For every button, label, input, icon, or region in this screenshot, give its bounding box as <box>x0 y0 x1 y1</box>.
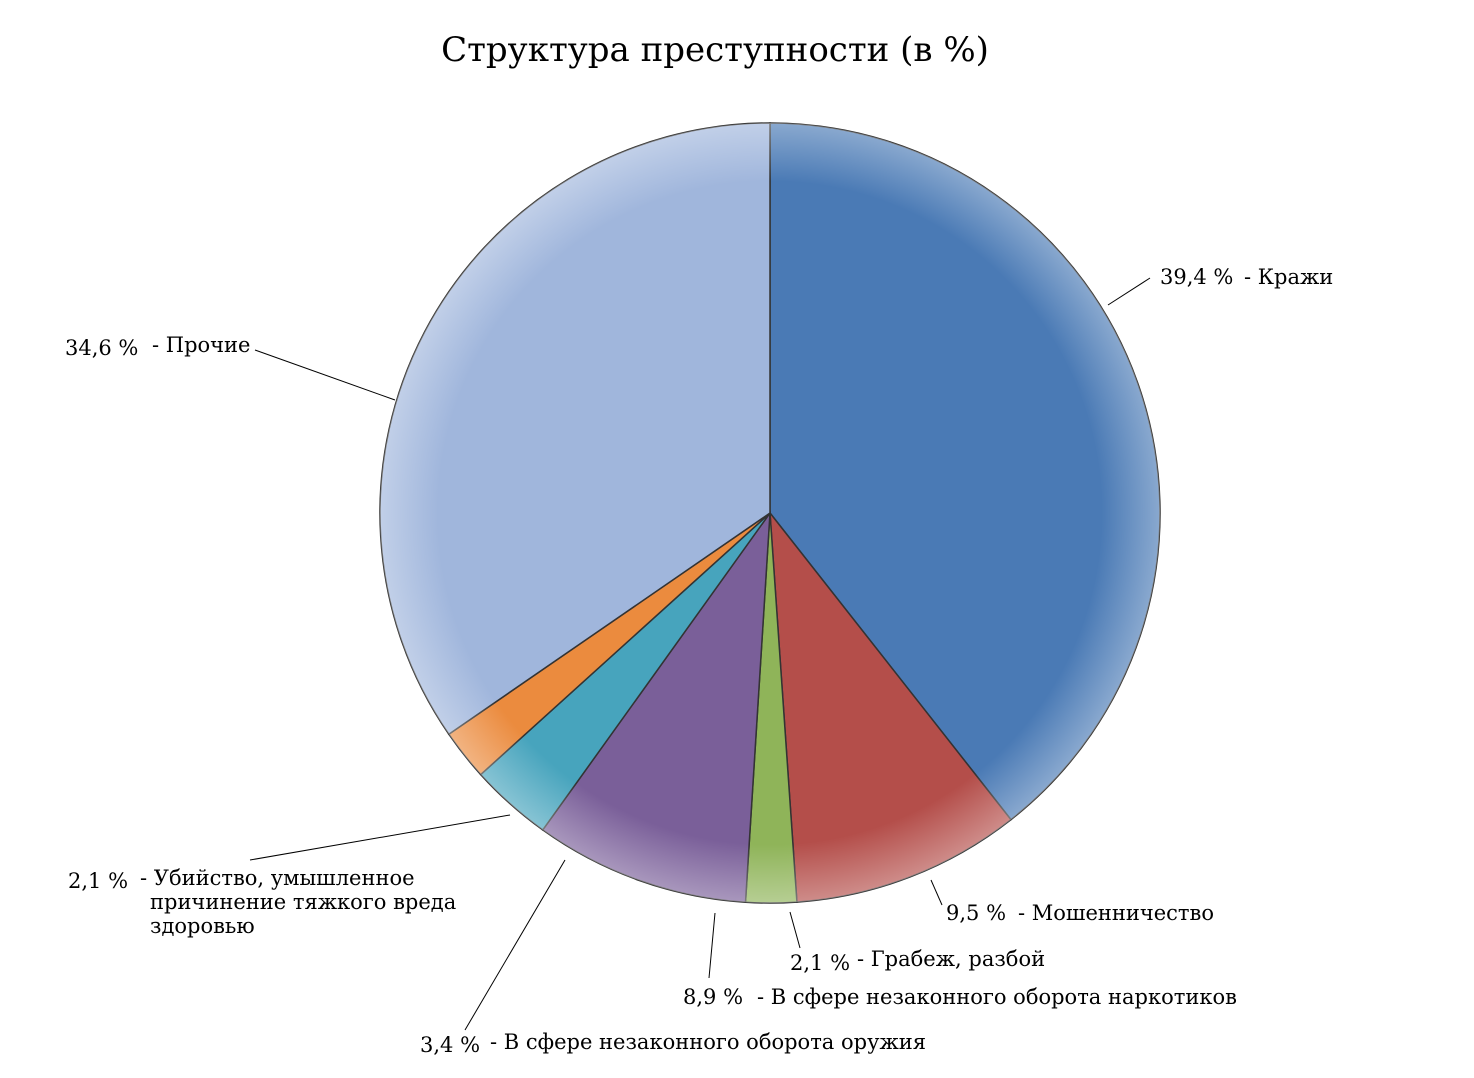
leader-line-3 <box>789 911 801 949</box>
slice-category-label-5: - В сфере незаконного оборота оружия <box>490 1030 926 1054</box>
pie-rim-highlight <box>380 123 1160 903</box>
slice-value-label-3: 2,1 % <box>790 951 850 975</box>
slice-category-label-1: - Кражи <box>1244 265 1333 289</box>
slice-value-label-2: 9,5 % <box>946 901 1006 925</box>
slice-value-label-4: 8,9 % <box>683 985 743 1009</box>
slice-category-label-6: причинение тяжкого вреда <box>150 890 456 914</box>
slice-category-label-7: - Прочие <box>152 333 250 357</box>
slice-category-label-6: - Убийство, умышленное <box>140 866 415 890</box>
slice-category-label-6: здоровью <box>150 914 255 938</box>
slice-value-label-6: 2,1 % <box>68 869 128 893</box>
slice-value-label-5: 3,4 % <box>420 1033 480 1057</box>
leader-line-5 <box>464 859 566 1031</box>
slice-category-label-2: - Мошенничество <box>1018 901 1214 925</box>
leader-line-7 <box>254 349 396 401</box>
leader-line-2 <box>930 879 943 906</box>
leader-line-1 <box>1107 277 1151 306</box>
slice-category-label-4: - В сфере незаконного оборота наркотиков <box>757 985 1237 1009</box>
slice-value-label-1: 39,4 % <box>1160 265 1233 289</box>
slice-category-label-3: - Грабеж, разбой <box>857 947 1045 971</box>
leader-line-4 <box>708 912 716 979</box>
chart-title: Структура преступности (в %) <box>441 30 989 70</box>
leader-line-6 <box>249 814 511 861</box>
slice-value-label-7: 34,6 % <box>65 336 138 360</box>
